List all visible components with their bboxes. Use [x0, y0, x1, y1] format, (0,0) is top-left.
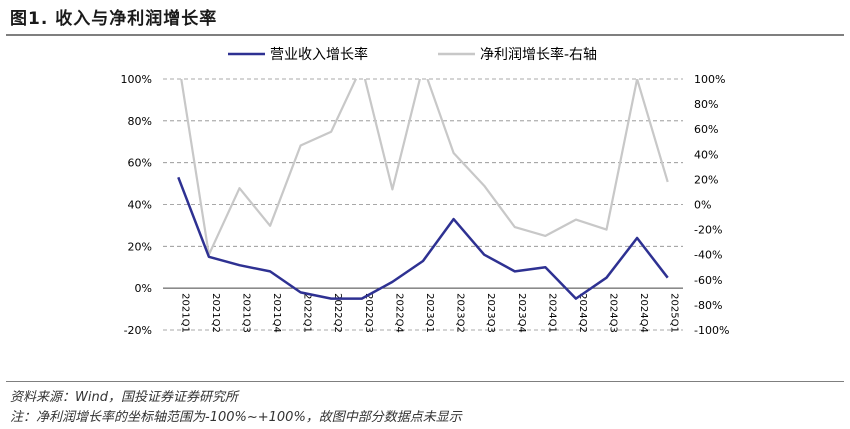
figure-title: 图1. 收入与净利润增长率	[10, 9, 218, 29]
x-tick-label: 2022Q1	[302, 293, 313, 333]
revenue-growth-line	[177, 176, 669, 300]
legend-label-profit: 净利润增长率-右轴	[480, 46, 597, 63]
x-tick-label: 2021Q1	[179, 293, 190, 333]
right-tick-label: -100%	[694, 324, 729, 337]
legend-label-revenue: 营业收入增长率	[270, 46, 368, 63]
right-tick-label: -20%	[694, 224, 722, 237]
series-lines	[177, 79, 669, 300]
left-tick-label: 40%	[128, 199, 152, 212]
x-tick-label: 2024Q1	[546, 293, 557, 333]
left-tick-label: 100%	[121, 73, 152, 86]
x-tick-label: 2021Q4	[271, 293, 282, 333]
title-rule	[6, 34, 844, 36]
line-chart: -20% 0% 20% 40% 60% 80% 100% -100% -80% -60% -40%…	[121, 46, 730, 337]
x-tick-label: 2025Q1	[669, 293, 680, 333]
right-tick-label: 100%	[694, 73, 725, 86]
left-tick-label: -20%	[124, 324, 152, 337]
x-tick-label: 2021Q3	[240, 293, 251, 333]
axis-range-note: 注：净利润增长率的坐标轴范围为-100%~+100%，故图中部分数据点未显示	[10, 410, 462, 425]
x-tick-label: 2024Q3	[608, 293, 619, 333]
legend: 营业收入增长率 净利润增长率-右轴	[228, 46, 597, 63]
footer-rule	[6, 381, 844, 382]
right-tick-label: 60%	[694, 123, 718, 136]
x-tick-label: 2023Q3	[485, 293, 496, 333]
left-tick-label: 0%	[135, 282, 152, 295]
x-tick-label: 2022Q3	[363, 293, 374, 333]
x-tick-label: 2024Q2	[577, 293, 588, 333]
right-tick-label: 80%	[694, 98, 718, 111]
left-tick-label: 20%	[128, 240, 152, 253]
x-tick-label: 2021Q2	[210, 293, 221, 333]
x-tick-label: 2024Q4	[638, 293, 649, 333]
source-note: 资料来源：Wind，国投证券证券研究所	[10, 390, 238, 405]
profit-growth-line	[180, 79, 669, 256]
right-tick-label: 0%	[694, 199, 711, 212]
right-tick-label: -60%	[694, 274, 722, 287]
right-axis: -100% -80% -60% -40% -20% 0% 20% 40% 60% 80% 100%	[694, 73, 729, 337]
x-tick-label: 2023Q4	[516, 293, 527, 333]
x-axis: 2021Q1 2021Q2 2021Q3 2021Q4 2022Q1 2022Q2 2022…	[179, 293, 679, 333]
right-tick-label: -40%	[694, 249, 722, 262]
x-tick-label: 2022Q2	[332, 293, 343, 333]
right-tick-label: 20%	[694, 173, 718, 186]
left-tick-label: 80%	[128, 115, 152, 128]
left-tick-label: 60%	[128, 157, 152, 170]
left-axis: -20% 0% 20% 40% 60% 80% 100%	[121, 73, 152, 337]
x-tick-label: 2023Q2	[455, 293, 466, 333]
x-tick-label: 2023Q1	[424, 293, 435, 333]
gridlines	[163, 78, 683, 331]
right-tick-label: 40%	[694, 148, 718, 161]
right-tick-label: -80%	[694, 299, 722, 312]
x-tick-label: 2022Q4	[393, 293, 404, 333]
